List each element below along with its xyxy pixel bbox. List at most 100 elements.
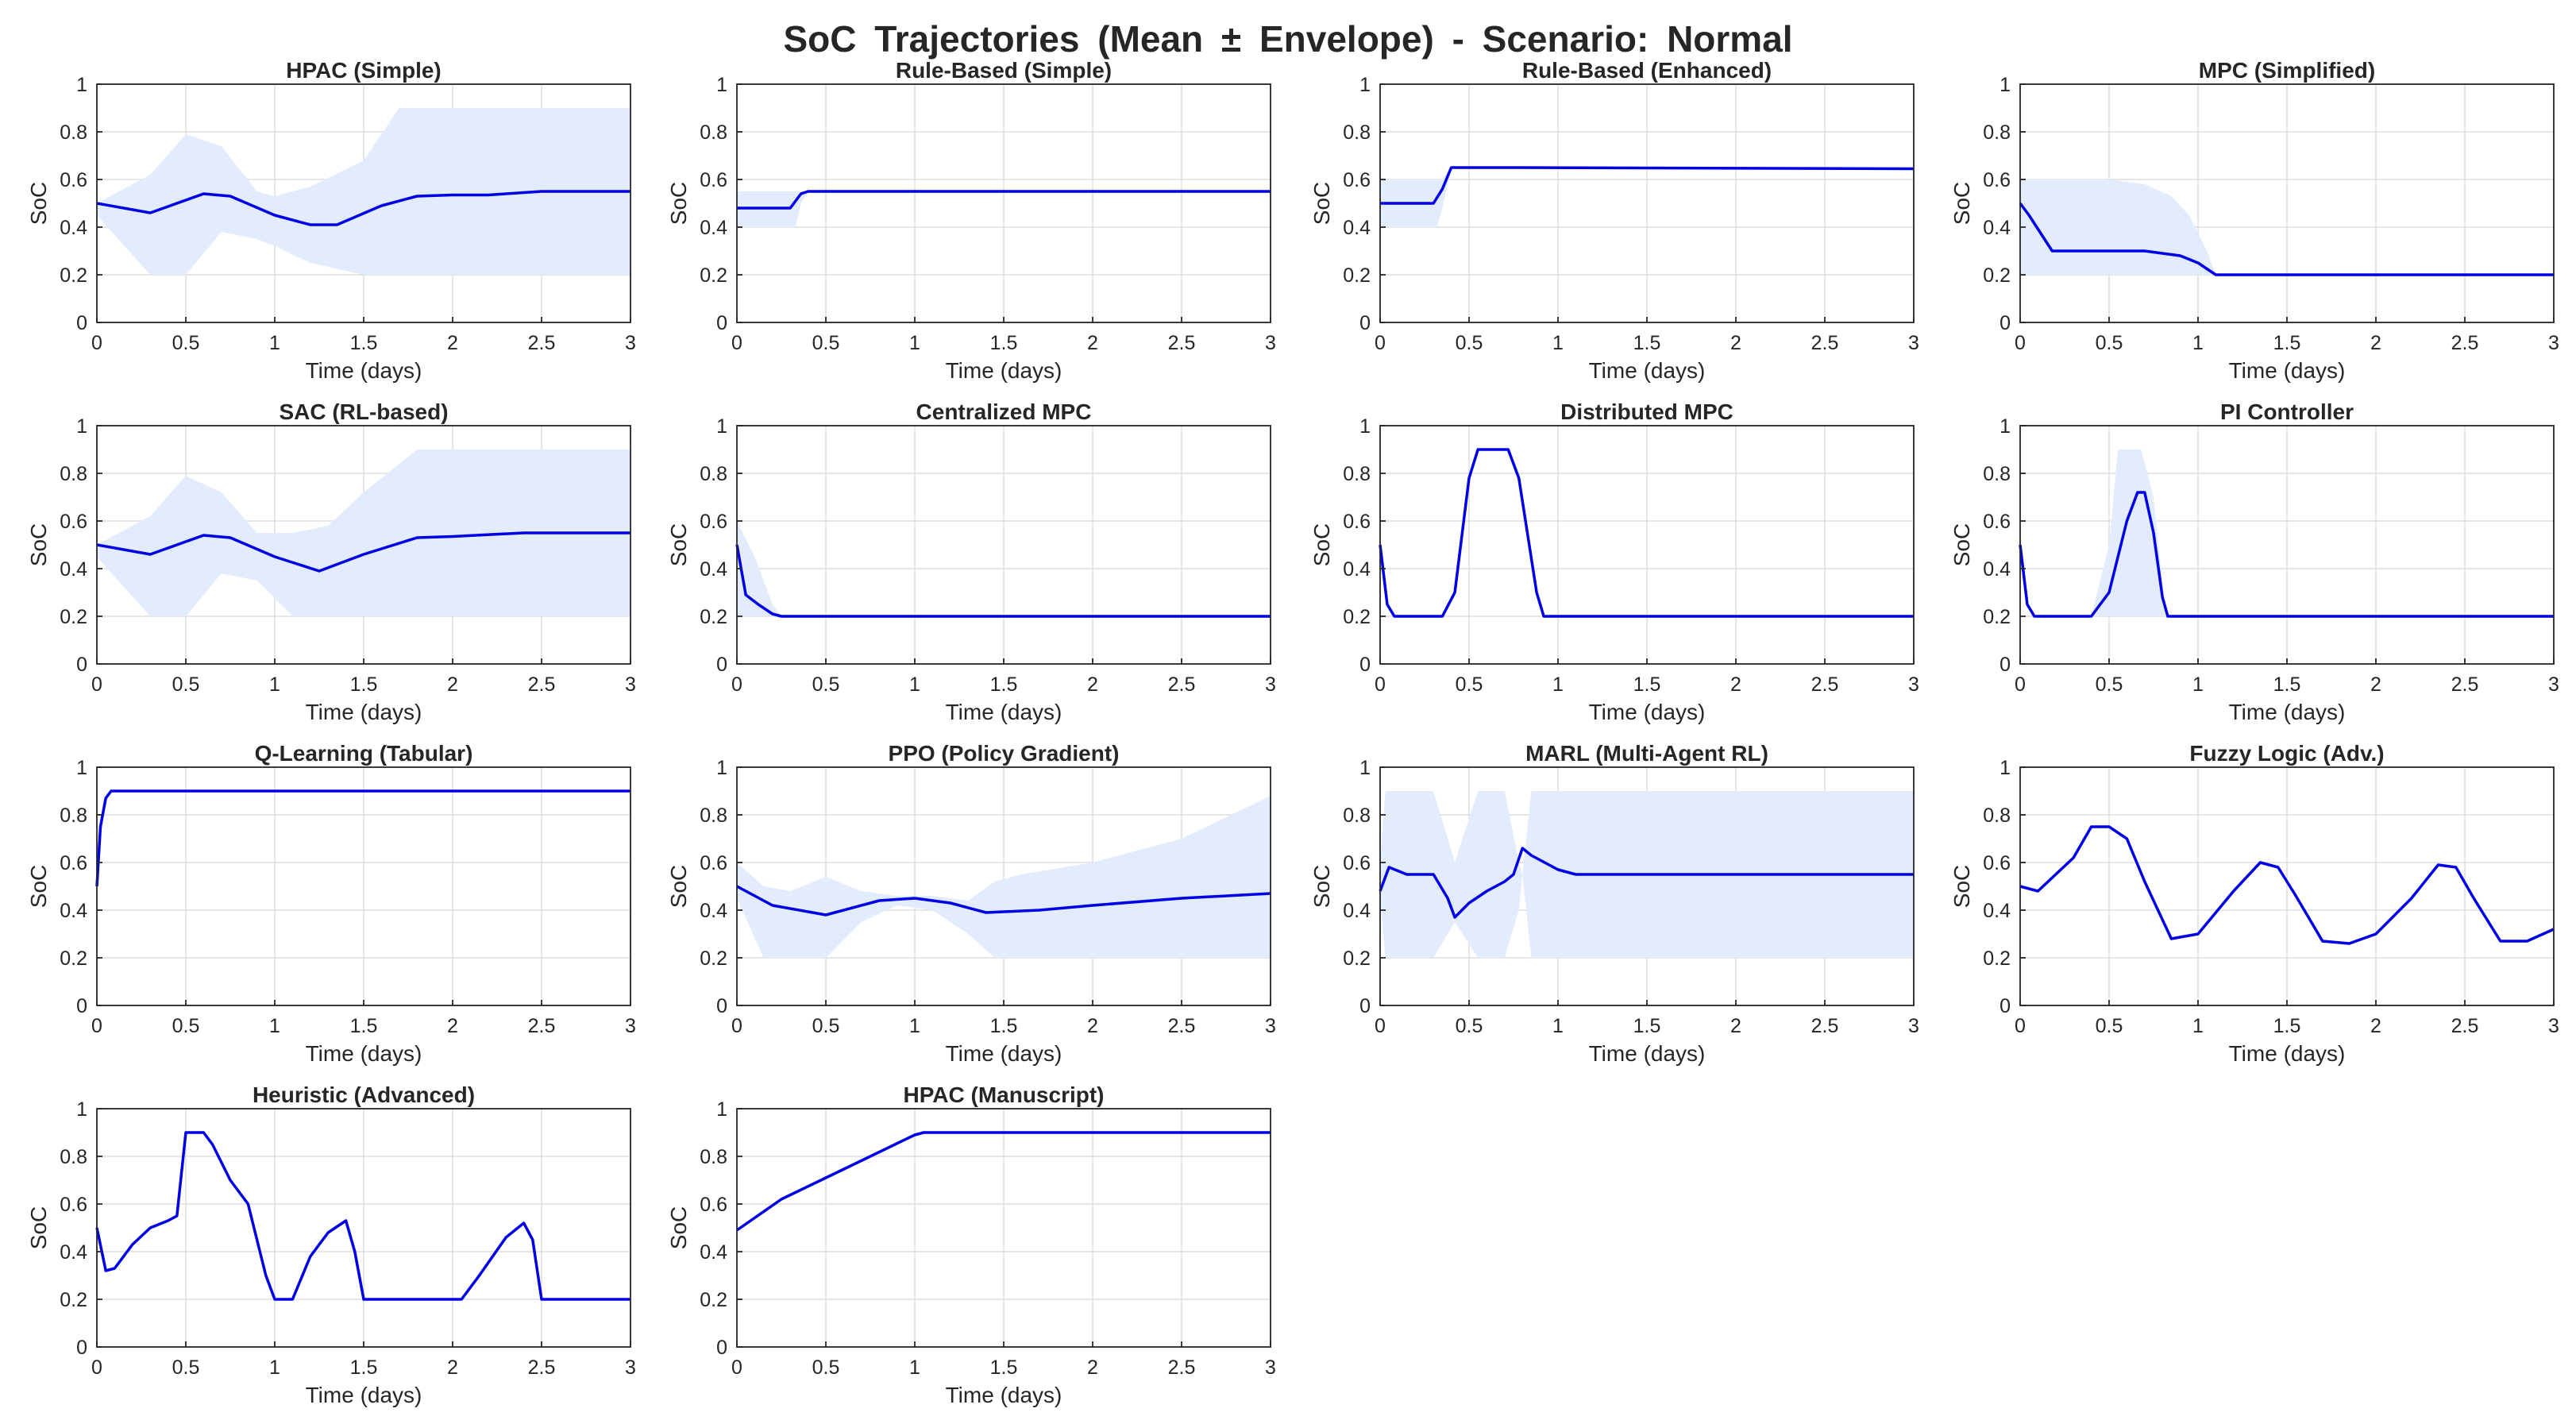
- y-tick-label: 0: [1359, 312, 1371, 334]
- subplot-title: Rule-Based (Enhanced): [1522, 58, 1772, 83]
- x-tick-label: 3: [1265, 1015, 1276, 1037]
- x-tick-label: 1: [1552, 673, 1564, 696]
- x-tick-label: 1.5: [990, 1356, 1018, 1379]
- x-tick-label: 1.5: [1633, 1015, 1661, 1037]
- y-tick-label: 0: [1359, 654, 1371, 676]
- x-tick-label: 1: [269, 1015, 280, 1037]
- x-tick-label: 3: [625, 1356, 636, 1379]
- x-tick-label: 3: [2548, 1015, 2559, 1037]
- y-tick-label: 0.4: [700, 1241, 727, 1264]
- mean-line: [736, 885, 1271, 917]
- x-axis-label: Time (days): [306, 1041, 422, 1066]
- x-tick-label: 0: [2015, 1015, 2026, 1037]
- y-tick-label: 0.6: [1343, 169, 1371, 191]
- x-axis-label: Time (days): [946, 1383, 1062, 1407]
- y-tick-label: 0: [1999, 995, 2011, 1017]
- subplot-5: 0 0.5 1 1.5 2 2.5 3 0 0.2 0.4 0.6 0.8 1 SAC (RL-based…: [26, 399, 636, 724]
- y-tick-label: 0: [76, 312, 87, 334]
- x-tick-label: 2: [1087, 1015, 1098, 1037]
- x-tick-label: 3: [1908, 1015, 1919, 1037]
- mean-line: [737, 190, 1271, 210]
- y-tick-label: 0.2: [1983, 264, 2011, 287]
- x-tick-label: 2: [447, 1015, 458, 1037]
- y-tick-label: 0.2: [60, 264, 87, 287]
- subplot-10: 0 0.5 1 1.5 2 2.5 3 0 0.2 0.4 0.6 0.8 1 PPO (Policy G…: [666, 741, 1276, 1066]
- x-tick-label: 3: [1265, 1356, 1276, 1379]
- x-tick-label: 2: [1087, 332, 1098, 354]
- y-axis-label: SoC: [1309, 523, 1334, 566]
- subplot-title: PPO (Policy Gradient): [889, 741, 1120, 766]
- x-tick-label: 0: [1375, 1015, 1386, 1037]
- subplot-6: 0 0.5 1 1.5 2 2.5 3 0 0.2 0.4 0.6 0.8 1 Centralized M…: [666, 399, 1276, 724]
- x-tick-label: 2: [1087, 1356, 1098, 1379]
- x-tick-label: 1: [269, 673, 280, 696]
- x-tick-label: 1: [269, 332, 280, 354]
- y-tick-label: 0: [716, 995, 727, 1017]
- y-tick-label: 0.6: [700, 511, 727, 533]
- y-tick-label: 0.4: [60, 1241, 87, 1264]
- subplot-title: Centralized MPC: [916, 399, 1092, 424]
- x-tick-label: 1.5: [350, 332, 378, 354]
- x-tick-label: 0.5: [1456, 332, 1483, 354]
- x-tick-label: 1: [1552, 1015, 1564, 1037]
- y-tick-label: 0.2: [700, 606, 727, 628]
- mean-line: [95, 1131, 631, 1301]
- x-tick-label: 0: [731, 332, 742, 354]
- x-tick-label: 0.5: [172, 332, 200, 354]
- x-tick-label: 3: [625, 1015, 636, 1037]
- x-tick-label: 1: [2192, 332, 2204, 354]
- x-tick-label: 3: [625, 332, 636, 354]
- y-tick-label: 0: [76, 995, 87, 1017]
- y-tick-label: 0.4: [700, 558, 727, 581]
- y-tick-label: 0.2: [60, 606, 87, 628]
- x-tick-label: 2: [1087, 673, 1098, 696]
- y-axis-label: SoC: [666, 1206, 691, 1249]
- y-tick-label: 0.6: [60, 852, 87, 874]
- subplot-title: Heuristic (Advanced): [253, 1082, 475, 1107]
- subplot-3: 0 0.5 1 1.5 2 2.5 3 0 0.2 0.4 0.6 0.8 1 Rule-Based (E…: [1309, 58, 1919, 383]
- y-tick-label: 0: [716, 312, 727, 334]
- y-tick-label: 1: [76, 1098, 87, 1121]
- x-tick-label: 3: [1908, 673, 1919, 696]
- subplot-14: 0 0.5 1 1.5 2 2.5 3 0 0.2 0.4 0.6 0.8 1 HPAC (Manuscr…: [666, 1082, 1276, 1407]
- x-tick-label: 1: [909, 1356, 920, 1379]
- y-tick-label: 0.2: [1343, 606, 1371, 628]
- y-axis-label: SoC: [1949, 523, 1974, 566]
- x-tick-label: 3: [2548, 332, 2559, 354]
- x-tick-label: 2.5: [1168, 332, 1196, 354]
- envelope-band: [2020, 450, 2554, 616]
- y-tick-label: 0.6: [700, 852, 727, 874]
- y-tick-label: 0: [716, 1337, 727, 1359]
- y-tick-label: 0: [1999, 654, 2011, 676]
- x-tick-label: 0: [731, 1356, 742, 1379]
- x-tick-label: 2: [1730, 673, 1741, 696]
- subplot-8: 0 0.5 1 1.5 2 2.5 3 0 0.2 0.4 0.6 0.8 1 PI Controller…: [1949, 399, 2559, 724]
- y-tick-label: 0.8: [1983, 122, 2011, 144]
- subplot-title: Q-Learning (Tabular): [255, 741, 473, 766]
- x-tick-label: 1.5: [1633, 332, 1661, 354]
- x-tick-label: 2.5: [2451, 332, 2479, 354]
- y-tick-label: 0.2: [1343, 947, 1371, 970]
- x-tick-label: 2.5: [528, 673, 556, 696]
- y-tick-label: 0.8: [1343, 122, 1371, 144]
- y-tick-label: 1: [716, 757, 727, 779]
- subplot-title: PI Controller: [2220, 399, 2354, 424]
- y-tick-label: 0: [1359, 995, 1371, 1017]
- y-tick-label: 1: [716, 1098, 727, 1121]
- subplot-1: 0 0.5 1 1.5 2 2.5 3 0 0.2 0.4 0.6 0.8 1 HPAC (Simple)…: [26, 58, 636, 383]
- x-axis-label: Time (days): [946, 358, 1062, 383]
- y-tick-label: 0.6: [1983, 511, 2011, 533]
- x-tick-label: 0.5: [812, 1356, 840, 1379]
- y-axis-label: SoC: [666, 182, 691, 225]
- x-tick-label: 2.5: [1811, 673, 1839, 696]
- y-axis-label: SoC: [1309, 865, 1334, 908]
- y-tick-label: 1: [1999, 415, 2011, 438]
- y-tick-label: 0.6: [1983, 169, 2011, 191]
- x-axis-label: Time (days): [1589, 700, 1706, 724]
- mean-line: [2019, 825, 2555, 945]
- y-tick-label: 0.4: [1343, 900, 1371, 922]
- x-tick-label: 2.5: [1168, 673, 1196, 696]
- x-tick-label: 1.5: [990, 673, 1018, 696]
- figure-title: SoC Trajectories (Mean ± Envelope) - Sce…: [783, 18, 1793, 60]
